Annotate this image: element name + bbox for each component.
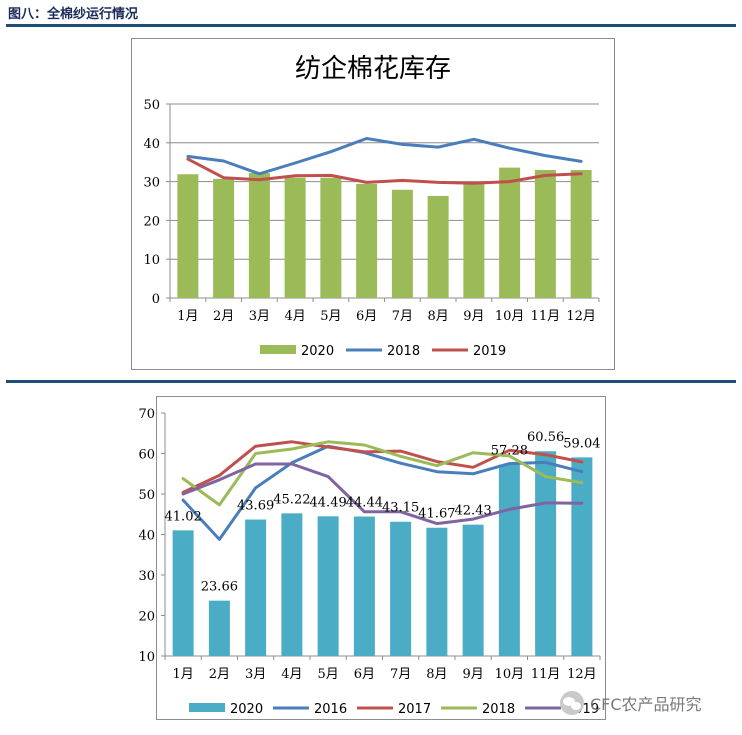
- legend-swatch-2020: [260, 345, 296, 354]
- x-tick-label: 4月: [284, 309, 305, 324]
- legend-swatch-2020: [189, 703, 225, 712]
- bar-2020-5月: [320, 177, 342, 298]
- x-tick-label: 4月: [281, 667, 302, 682]
- x-tick-label: 1月: [172, 667, 193, 682]
- x-tick-label: 6月: [354, 667, 375, 682]
- x-tick-label: 3月: [245, 667, 266, 682]
- x-tick-label: 12月: [567, 667, 597, 682]
- data-label-7月: 43.15: [382, 501, 419, 516]
- bar-2020-6月: [353, 516, 375, 656]
- y-tick-label: 20: [138, 610, 155, 625]
- bar-2020-12月: [570, 169, 592, 298]
- legend-label-2016: 2016: [314, 702, 347, 717]
- x-tick-label: 8月: [426, 667, 447, 682]
- legend-label-2018: 2018: [387, 344, 420, 359]
- chart-title: 纺企棉花库存: [295, 54, 451, 84]
- data-label-3月: 43.69: [237, 499, 274, 514]
- y-tick-label: 40: [138, 529, 155, 544]
- watermark-text: CFC农产品研究: [590, 695, 702, 714]
- bar-2020-1月: [172, 530, 194, 656]
- y-tick-label: 50: [143, 98, 160, 113]
- data-label-10月: 57.28: [491, 444, 528, 459]
- y-tick-label: 40: [143, 137, 160, 152]
- x-tick-label: 7月: [392, 309, 413, 324]
- bar-2020-4月: [284, 177, 306, 298]
- bar-2020-11月: [535, 451, 557, 656]
- cotton-yarn-chart: 10 20 30 40 50 60 70 1月 2月 3月 4月 5月 6月 7月 8月 9月 10月 11月 12…: [138, 396, 606, 720]
- bar-2020-9月: [463, 183, 485, 298]
- y-tick-label: 20: [143, 214, 160, 229]
- x-tick-label: 1月: [177, 309, 198, 324]
- bar-2020-2月: [208, 600, 230, 656]
- bar-2020-10月: [498, 464, 520, 656]
- bar-2020-6月: [356, 183, 378, 298]
- data-label-4月: 45.22: [273, 492, 310, 507]
- y-tick-label: 50: [138, 488, 155, 503]
- x-tick-label: 9月: [463, 309, 484, 324]
- bar-2020-2月: [213, 178, 235, 298]
- y-tick-label: 30: [138, 569, 155, 584]
- bar-2020-8月: [426, 527, 448, 656]
- bar-2020-4月: [281, 513, 303, 656]
- y-tick-label: 10: [138, 650, 155, 665]
- y-tick-label: 60: [138, 448, 155, 463]
- header-rule: [6, 24, 736, 27]
- bar-2020-7月: [391, 189, 413, 298]
- x-tick-label: 5月: [320, 309, 341, 324]
- x-tick-label: 3月: [249, 309, 270, 324]
- bar-2020-3月: [245, 519, 267, 656]
- x-tick-label: 5月: [317, 667, 338, 682]
- y-tick-label: 10: [143, 253, 160, 268]
- cotton-inventory-chart: 纺企棉花库存 0 10 20 30 40 50 1月 2月 3月 4月 5月 6月 7月 8月 9月 10月 11…: [131, 38, 615, 370]
- bar-2020-1月: [177, 174, 199, 298]
- bar-2020-10月: [499, 167, 521, 298]
- cotton-yarn-svg: 10 20 30 40 50 60 70 1月 2月 3月 4月 5月 6月 7月 8月 9月 10月 11月 12…: [138, 407, 601, 717]
- data-label-2月: 23.66: [201, 580, 238, 595]
- x-tick-label: 7月: [390, 667, 411, 682]
- x-tick-label: 9月: [462, 667, 483, 682]
- series-line-2016: [181, 444, 584, 541]
- figure-title: 图八：全棉纱运行情况: [8, 7, 139, 22]
- series-line-2019: [181, 462, 584, 526]
- y-tick-label: 0: [152, 292, 160, 307]
- bar-2020-7月: [390, 521, 412, 656]
- x-tick-label: 11月: [531, 667, 561, 682]
- y-tick-label: 30: [143, 176, 160, 191]
- legend-label-2020: 2020: [230, 702, 263, 717]
- x-tick-label: 8月: [427, 309, 448, 324]
- bar-2020-8月: [427, 195, 449, 298]
- section-divider: [6, 380, 736, 383]
- x-tick-label: 12月: [566, 309, 596, 324]
- cotton-inventory-svg: 纺企棉花库存 0 10 20 30 40 50 1月 2月 3月 4月 5月 6月 7月 8月 9月 10月 11…: [143, 54, 600, 359]
- bar-2020-3月: [248, 173, 270, 298]
- series-line-2019: [186, 157, 583, 185]
- data-label-12月: 59.04: [563, 436, 600, 451]
- y-tick-label: 70: [138, 407, 155, 422]
- data-label-11月: 60.56: [527, 430, 564, 445]
- series-line-2018: [186, 137, 583, 176]
- wechat-icon: [560, 691, 584, 715]
- legend-label-2018: 2018: [482, 702, 515, 717]
- bar-2020-5月: [317, 516, 339, 656]
- data-label-8月: 41.67: [418, 507, 455, 522]
- bar-2020-12月: [571, 457, 593, 656]
- x-tick-label: 10月: [495, 667, 525, 682]
- legend-label-2019: 2019: [473, 344, 506, 359]
- data-label-9月: 42.43: [455, 504, 492, 519]
- x-tick-label: 6月: [356, 309, 377, 324]
- data-label-1月: 41.02: [165, 509, 202, 524]
- x-tick-label: 2月: [213, 309, 234, 324]
- legend-label-2017: 2017: [398, 702, 431, 717]
- x-tick-label: 11月: [531, 309, 561, 324]
- x-tick-label: 10月: [495, 309, 525, 324]
- x-tick-label: 2月: [209, 667, 230, 682]
- data-label-6月: 44.44: [346, 496, 383, 511]
- watermark: CFC农产品研究: [560, 688, 702, 718]
- legend-label-2020: 2020: [301, 344, 334, 359]
- bar-2020-9月: [462, 524, 484, 656]
- series-line-2018: [181, 440, 584, 507]
- bar-2020-11月: [534, 169, 556, 298]
- data-label-5月: 44.49: [310, 495, 347, 510]
